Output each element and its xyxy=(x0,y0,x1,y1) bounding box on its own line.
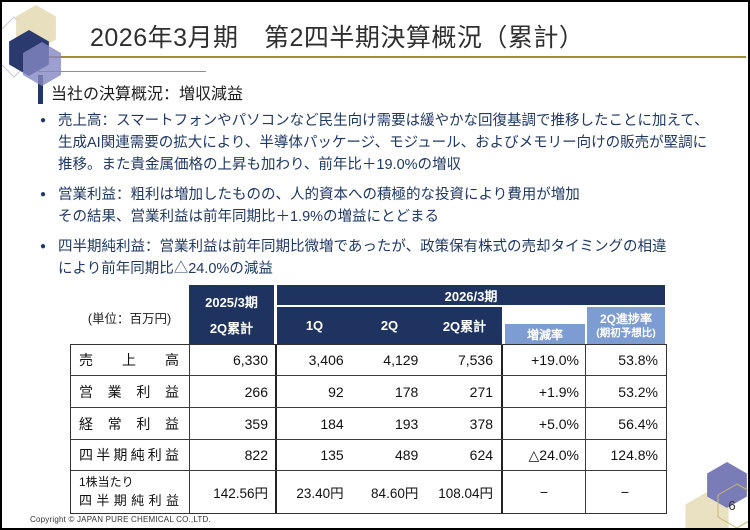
cell-q2-cum: 378 xyxy=(469,415,494,432)
cell-q1: 23.40円 xyxy=(296,486,344,501)
header-progress-rate: 2Q進捗率 (期初予想比) xyxy=(587,307,665,344)
cell-q1: 92 xyxy=(328,383,344,400)
summary-bullets: ● 売上高：スマートフォンやパソコンなど民生向け需要は緩やかな回復基調で推移した… xyxy=(40,110,742,288)
cell-q2-cum: 108.04円 xyxy=(438,486,494,501)
row-label-cell: 経常利益 xyxy=(71,408,190,439)
cell-quarters: 3,406 4,129 7,536 xyxy=(275,345,503,375)
header-q2-cum: 2Q累計 xyxy=(442,319,487,334)
table-row-net-income: 四半期純利益 822 135 489 624 △24.0% 124.8% xyxy=(71,440,666,471)
cell-fy2025: 359 xyxy=(244,415,268,432)
row-label: 四半期純利益 xyxy=(79,447,179,463)
cell-fy2025: 822 xyxy=(244,447,268,463)
cell-q2: 178 xyxy=(394,383,419,400)
header-change-rate: 増減率 xyxy=(505,324,585,344)
row-label-cell: 四半期純利益 xyxy=(71,440,190,470)
cell-q2-cum: 7,536 xyxy=(457,352,494,368)
cell-progress: − xyxy=(620,484,630,500)
row-label: 経常利益 xyxy=(79,415,179,432)
cell-quarters: 23.40円 84.60円 108.04円 xyxy=(275,471,503,513)
bullet-sales-text: 売上高：スマートフォンやパソコンなど民生向け需要は緩やかな回復基調で推移したこと… xyxy=(58,113,709,173)
header-fy2025: 2025/3期 2Q累計 xyxy=(189,285,274,344)
bullet-marker-icon: ● xyxy=(40,189,47,200)
cell-change: +19.0% xyxy=(503,345,586,375)
cell-q1: 3,406 xyxy=(308,352,344,368)
row-label-line2: 四半期純利益 xyxy=(79,493,179,508)
subtitle-top-line xyxy=(38,71,206,72)
section-subtitle: 当社の決算概況：増収減益 xyxy=(51,86,244,103)
header-fy2026: 2026/3期 xyxy=(277,285,665,305)
row-label-cell: 1株当たり 四半期純利益 xyxy=(71,471,190,513)
header-progress-line2: (期初予想比) xyxy=(596,326,656,339)
cell-progress: 124.8% xyxy=(610,447,658,463)
cell-q1: 135 xyxy=(320,447,344,463)
hexagon-decoration-bottom-right xyxy=(685,462,748,528)
row-label-cell: 売上高 xyxy=(71,345,190,375)
cell-progress: 53.8% xyxy=(618,352,658,368)
cell-q1: 184 xyxy=(320,415,344,432)
bullet-operating-profit: ● 営業利益：粗利は増加したものの、人的資本への積極的な投資により費用が増加 そ… xyxy=(40,184,742,228)
cell-change: +5.0% xyxy=(503,408,586,439)
cell-progress: 56.4% xyxy=(618,415,658,432)
table-header: 2025/3期 2Q累計 2026/3期 1Q 2Q 2Q累計 増減率 2Q進捗… xyxy=(189,285,665,344)
header-q1: 1Q xyxy=(305,318,324,333)
slide-title: 2026年3月期 第2四半期決算概況（累計） xyxy=(90,24,585,52)
hexagon-decoration-top-left xyxy=(2,5,61,86)
header-fy2025-label: 2025/3期 xyxy=(205,295,258,310)
header-progress-line1: 2Q進捗率 xyxy=(599,311,652,326)
cell-quarters: 92 178 271 xyxy=(275,376,503,407)
copyright-text: Copyright © JAPAN PURE CHEMICAL CO.,LTD. xyxy=(30,515,211,524)
table-row-sales: 売上高 6,330 3,406 4,129 7,536 +19.0% 53.8% xyxy=(71,345,666,376)
cell-fy2025: 142.56円 xyxy=(213,486,268,501)
table-row-ordinary-profit: 経常利益 359 184 193 378 +5.0% 56.4% xyxy=(71,408,666,440)
header-fy2025-sub-label: 2Q累計 xyxy=(209,321,254,336)
row-label: 営業利益 xyxy=(79,383,179,400)
cell-change: − xyxy=(503,471,586,513)
cell-q2-cum: 624 xyxy=(469,447,494,463)
table-unit-label: (単位：百万円) xyxy=(87,312,172,326)
cell-change: △24.0% xyxy=(503,440,586,470)
cell-q2: 84.60円 xyxy=(371,486,419,501)
header-q2: 2Q xyxy=(380,318,399,333)
table-body: 売上高 6,330 3,406 4,129 7,536 +19.0% 53.8%… xyxy=(70,344,667,514)
cell-q2: 193 xyxy=(394,415,419,432)
cell-q2: 489 xyxy=(394,447,419,463)
cell-progress: 53.2% xyxy=(618,383,658,400)
header-quarters: 1Q 2Q 2Q累計 xyxy=(277,307,502,344)
cell-quarters: 135 489 624 xyxy=(275,440,503,470)
title-underline xyxy=(38,56,746,58)
cell-change: +1.9% xyxy=(503,376,586,407)
cell-q2: 4,129 xyxy=(383,352,419,368)
bullet-operating-profit-text: 営業利益：粗利は増加したものの、人的資本への積極的な投資により費用が増加 その結… xyxy=(58,187,580,225)
cell-quarters: 184 193 378 xyxy=(275,408,503,439)
row-label-cell: 営業利益 xyxy=(71,376,190,407)
table-row-operating-profit: 営業利益 266 92 178 271 +1.9% 53.2% xyxy=(71,376,666,408)
bullet-net-income: ● 四半期純利益：営業利益は前年同期比微増であったが、政策保有株式の売却タイミン… xyxy=(40,236,742,280)
cell-q2-cum: 271 xyxy=(469,383,494,400)
subtitle-accent-bar xyxy=(38,75,43,104)
cell-fy2025: 6,330 xyxy=(232,352,268,368)
bullet-marker-icon: ● xyxy=(40,241,47,252)
bullet-marker-icon: ● xyxy=(40,115,47,126)
bullet-net-income-text: 四半期純利益：営業利益は前年同期比微増であったが、政策保有株式の売却タイミングの… xyxy=(58,239,667,277)
cell-fy2025: 266 xyxy=(244,383,268,400)
row-label-line1: 1株当たり xyxy=(79,475,134,489)
row-label: 売上高 xyxy=(79,352,179,368)
bullet-sales: ● 売上高：スマートフォンやパソコンなど民生向け需要は緩やかな回復基調で推移した… xyxy=(40,110,742,176)
page-number: 6 xyxy=(728,498,736,513)
table-row-eps: 1株当たり 四半期純利益 142.56円 23.40円 84.60円 108.0… xyxy=(71,471,666,513)
